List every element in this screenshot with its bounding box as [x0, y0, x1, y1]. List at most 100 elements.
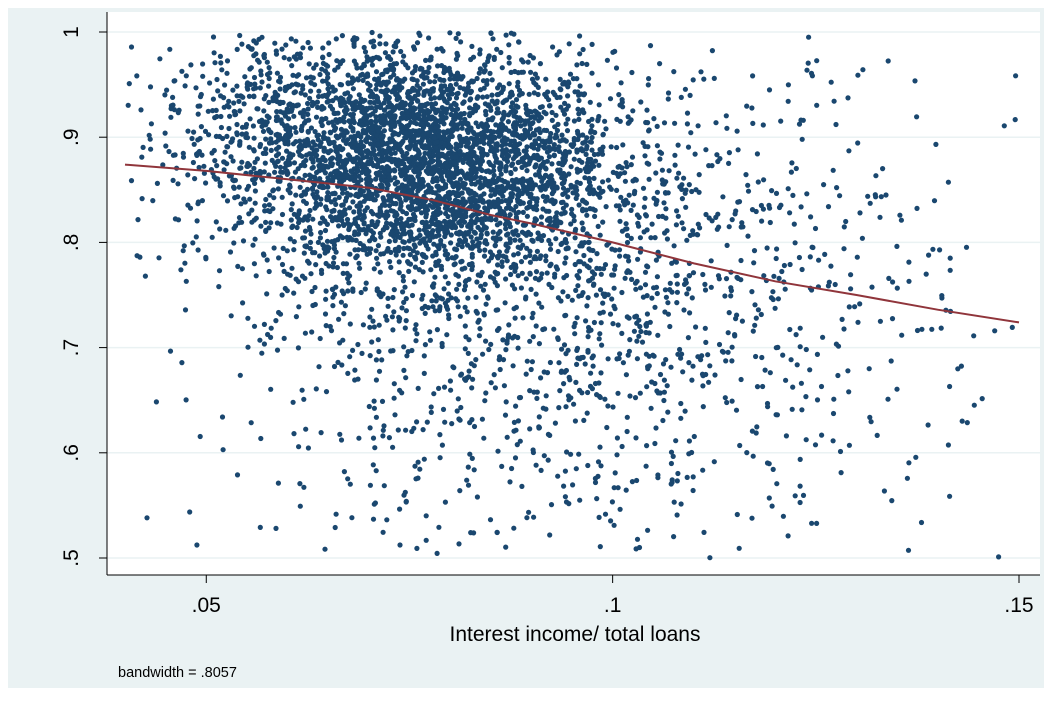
data-point — [879, 194, 884, 199]
data-point — [735, 512, 740, 517]
data-point — [512, 148, 517, 153]
data-point — [584, 144, 589, 149]
data-point — [808, 254, 813, 259]
data-point — [774, 256, 779, 261]
data-point — [421, 132, 426, 137]
data-point — [471, 107, 476, 112]
data-point — [456, 396, 461, 401]
data-point — [358, 241, 363, 246]
data-point — [316, 137, 321, 142]
data-point — [226, 126, 231, 131]
data-point — [475, 96, 480, 101]
data-point — [220, 136, 225, 141]
data-point — [445, 157, 450, 162]
data-point — [308, 246, 313, 251]
data-point — [162, 92, 167, 97]
data-point — [687, 273, 692, 278]
data-point — [600, 132, 605, 137]
data-point — [267, 70, 272, 75]
data-point — [203, 256, 208, 261]
data-point — [166, 149, 171, 154]
data-point — [285, 171, 290, 176]
data-point — [666, 90, 671, 95]
data-point — [679, 95, 684, 100]
data-point — [556, 405, 561, 410]
data-point — [442, 227, 447, 232]
data-point — [353, 231, 358, 236]
data-point — [273, 526, 278, 531]
data-point — [276, 310, 281, 315]
data-point — [364, 122, 369, 127]
data-point — [508, 191, 513, 196]
data-point — [231, 185, 236, 190]
data-point — [610, 321, 615, 326]
data-point — [845, 368, 850, 373]
data-point — [590, 386, 595, 391]
data-point — [590, 207, 595, 212]
data-point — [302, 244, 307, 249]
data-point — [386, 304, 391, 309]
data-point — [633, 287, 638, 292]
data-point — [581, 418, 586, 423]
data-point — [381, 530, 386, 535]
data-point — [494, 271, 499, 276]
data-point — [361, 189, 366, 194]
data-point — [414, 419, 419, 424]
data-point — [771, 467, 776, 472]
data-point — [703, 287, 708, 292]
data-point — [996, 554, 1001, 559]
data-point — [333, 202, 338, 207]
data-point — [313, 154, 318, 159]
data-point — [510, 363, 515, 368]
data-point — [475, 311, 480, 316]
data-point — [391, 72, 396, 77]
data-point — [804, 191, 809, 196]
data-point — [510, 229, 515, 234]
data-point — [617, 164, 622, 169]
data-point — [434, 252, 439, 257]
data-point — [462, 266, 467, 271]
data-point — [730, 399, 735, 404]
data-point — [631, 203, 636, 208]
data-point — [438, 119, 443, 124]
data-point — [344, 107, 349, 112]
data-point — [318, 119, 323, 124]
data-point — [318, 336, 323, 341]
data-point — [488, 193, 493, 198]
data-point — [385, 120, 390, 125]
data-point — [198, 94, 203, 99]
data-point — [360, 123, 365, 128]
data-point — [519, 285, 524, 290]
data-point — [646, 162, 651, 167]
data-point — [737, 199, 742, 204]
data-point — [322, 218, 327, 223]
data-point — [429, 404, 434, 409]
data-point — [729, 358, 734, 363]
data-point — [724, 276, 729, 281]
data-point — [259, 351, 264, 356]
data-point — [502, 98, 507, 103]
data-point — [291, 400, 296, 405]
data-point — [209, 150, 214, 155]
data-point — [269, 326, 274, 331]
data-point — [249, 220, 254, 225]
data-point — [350, 126, 355, 131]
data-point — [626, 114, 631, 119]
data-point — [490, 77, 495, 82]
data-point — [537, 169, 542, 174]
data-point — [430, 284, 435, 289]
data-point — [144, 515, 149, 520]
data-point — [523, 255, 528, 260]
data-point — [466, 140, 471, 145]
data-point — [906, 260, 911, 265]
data-point — [857, 210, 862, 215]
data-point — [650, 222, 655, 227]
data-point — [449, 421, 454, 426]
data-point — [586, 119, 591, 124]
data-point — [588, 248, 593, 253]
data-point — [170, 95, 175, 100]
data-point — [584, 213, 589, 218]
data-point — [289, 207, 294, 212]
data-point — [683, 277, 688, 282]
data-point — [331, 255, 336, 260]
